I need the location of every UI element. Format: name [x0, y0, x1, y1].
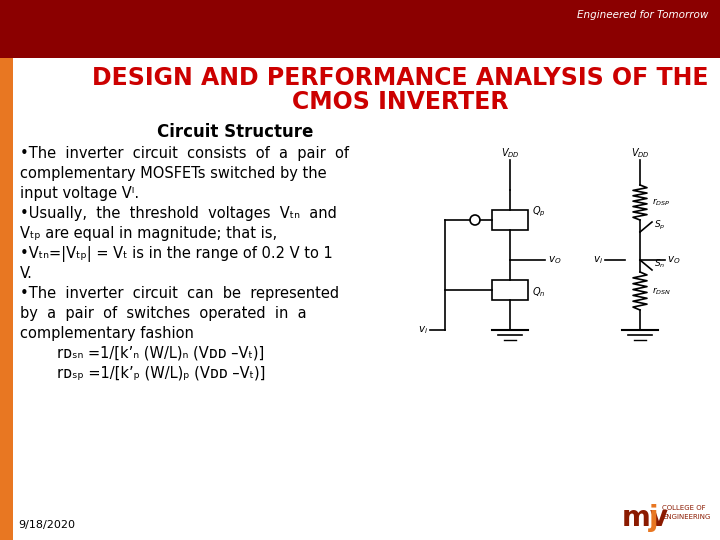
- Text: mv: mv: [622, 504, 669, 532]
- Text: COLLEGE OF
ENGINEERING: COLLEGE OF ENGINEERING: [662, 505, 711, 520]
- Text: •The  inverter  circuit  can  be  represented: •The inverter circuit can be represented: [20, 286, 339, 301]
- Text: $v_O$: $v_O$: [667, 254, 680, 266]
- Text: •Vₜₙ=|Vₜₚ| = Vₜ is in the range of 0.2 V to 1: •Vₜₙ=|Vₜₚ| = Vₜ is in the range of 0.2 V…: [20, 246, 333, 262]
- Text: complementary fashion: complementary fashion: [20, 326, 194, 341]
- Polygon shape: [0, 0, 95, 58]
- Text: $r_{DSN}$: $r_{DSN}$: [652, 285, 671, 297]
- Text: Engineered for Tomorrow: Engineered for Tomorrow: [577, 10, 708, 20]
- Text: $r_{DSP}$: $r_{DSP}$: [652, 196, 670, 208]
- Bar: [492, 280, 528, 300]
- Text: input voltage Vᴵ.: input voltage Vᴵ.: [20, 186, 139, 201]
- FancyBboxPatch shape: [0, 58, 13, 540]
- FancyBboxPatch shape: [0, 0, 720, 58]
- Text: CMOS INVERTER: CMOS INVERTER: [292, 90, 508, 114]
- Text: •The  inverter  circuit  consists  of  a  pair  of: •The inverter circuit consists of a pair…: [20, 146, 349, 161]
- Text: Circuit Structure: Circuit Structure: [157, 123, 313, 141]
- Text: $v_i$: $v_i$: [593, 254, 603, 266]
- Text: $V_{DD}$: $V_{DD}$: [631, 146, 649, 160]
- Text: Vₜₚ are equal in magnitude; that is,: Vₜₚ are equal in magnitude; that is,: [20, 226, 277, 241]
- Text: j: j: [649, 504, 659, 532]
- Text: rᴅₛₚ =1/[k’ₚ (W/L)ₚ (Vᴅᴅ –Vₜ)]: rᴅₛₚ =1/[k’ₚ (W/L)ₚ (Vᴅᴅ –Vₜ)]: [20, 366, 266, 381]
- Text: $S_p$: $S_p$: [654, 219, 665, 232]
- Text: 9/18/2020: 9/18/2020: [18, 520, 75, 530]
- Text: $v_i$: $v_i$: [418, 324, 428, 336]
- Text: rᴅₛₙ =1/[k’ₙ (W/L)ₙ (Vᴅᴅ –Vₜ)]: rᴅₛₙ =1/[k’ₙ (W/L)ₙ (Vᴅᴅ –Vₜ)]: [20, 346, 264, 361]
- Polygon shape: [0, 58, 13, 78]
- Text: $Q_p$: $Q_p$: [532, 205, 546, 219]
- Text: V.: V.: [20, 266, 33, 281]
- Bar: [492, 210, 528, 230]
- Text: $Q_n$: $Q_n$: [532, 285, 546, 299]
- Text: complementary MOSFETs switched by the: complementary MOSFETs switched by the: [20, 166, 327, 181]
- Text: $V_{DD}$: $V_{DD}$: [500, 146, 519, 160]
- Text: •Usually,  the  threshold  voltages  Vₜₙ  and: •Usually, the threshold voltages Vₜₙ and: [20, 206, 337, 221]
- Text: by  a  pair  of  switches  operated  in  a: by a pair of switches operated in a: [20, 306, 307, 321]
- Text: $v_O$: $v_O$: [548, 254, 562, 266]
- Text: $S_n$: $S_n$: [654, 258, 665, 270]
- Text: DESIGN AND PERFORMANCE ANALYSIS OF THE: DESIGN AND PERFORMANCE ANALYSIS OF THE: [91, 66, 708, 90]
